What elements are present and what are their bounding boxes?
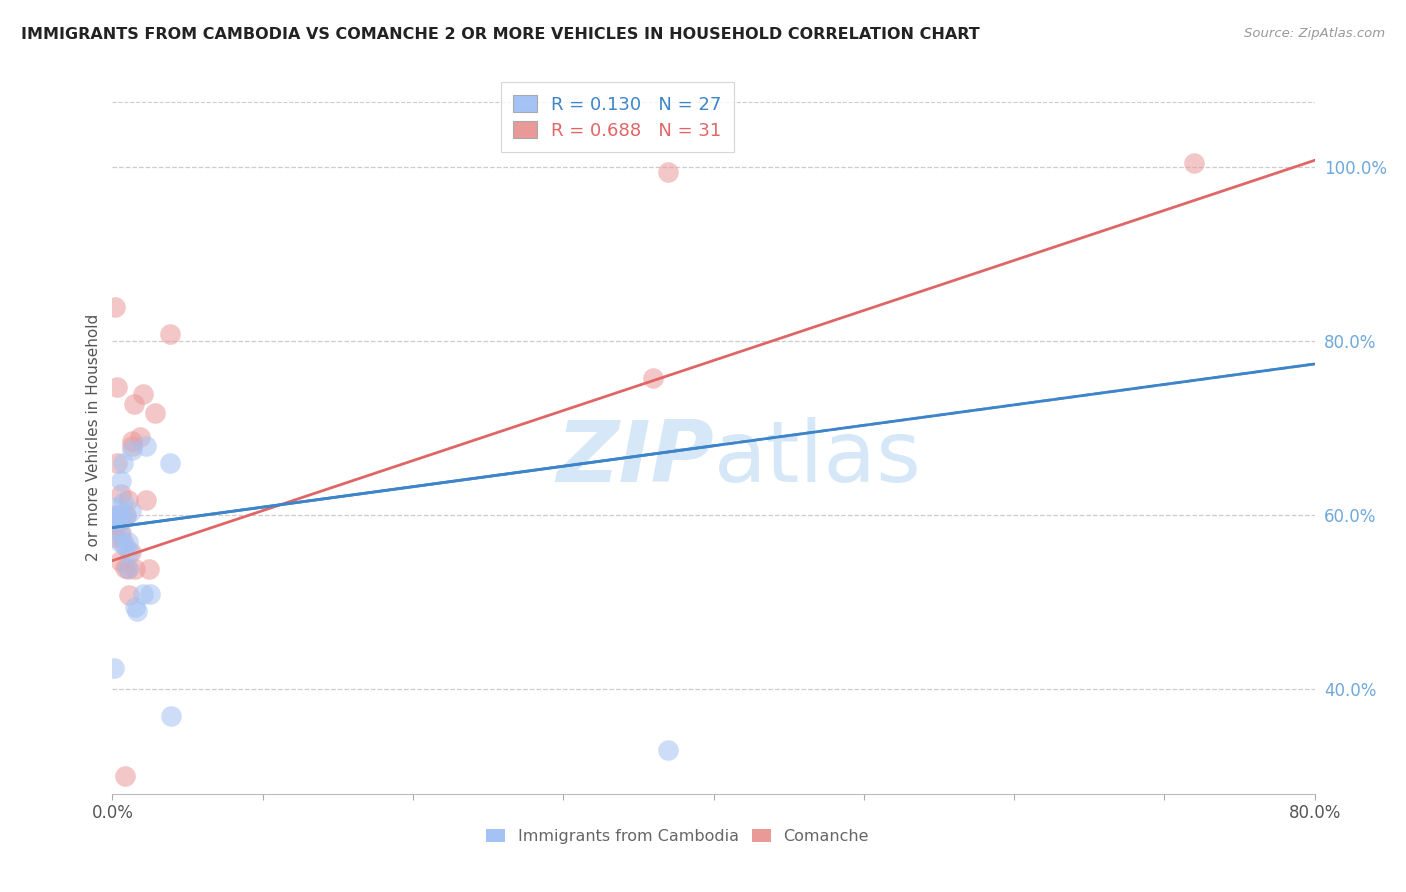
- Point: [118, 589, 141, 603]
- Text: atlas: atlas: [713, 417, 921, 500]
- Point: [111, 495, 134, 509]
- Point: [118, 545, 141, 559]
- Point: [643, 371, 665, 385]
- Point: [139, 587, 162, 601]
- Point: [110, 474, 132, 488]
- Point: [121, 434, 143, 449]
- Point: [117, 492, 139, 507]
- Point: [657, 743, 679, 757]
- Point: [120, 504, 142, 518]
- Point: [108, 554, 131, 568]
- Point: [657, 164, 679, 178]
- Text: Source: ZipAtlas.com: Source: ZipAtlas.com: [1244, 27, 1385, 40]
- Point: [114, 769, 136, 783]
- Point: [110, 486, 132, 500]
- Legend: Immigrants from Cambodia, Comanche: Immigrants from Cambodia, Comanche: [479, 822, 876, 850]
- Point: [131, 587, 153, 601]
- Point: [135, 492, 157, 507]
- Point: [108, 525, 131, 540]
- Point: [125, 604, 148, 618]
- Point: [121, 439, 143, 453]
- Point: [105, 456, 128, 470]
- Point: [110, 513, 132, 527]
- Point: [128, 430, 150, 444]
- Point: [160, 708, 183, 723]
- Point: [111, 456, 134, 470]
- Point: [111, 534, 134, 549]
- Point: [138, 562, 160, 576]
- Point: [105, 510, 128, 524]
- Text: IMMIGRANTS FROM CAMBODIA VS COMANCHE 2 OR MORE VEHICLES IN HOUSEHOLD CORRELATION: IMMIGRANTS FROM CAMBODIA VS COMANCHE 2 O…: [21, 27, 980, 42]
- Point: [131, 386, 153, 401]
- Point: [159, 327, 181, 342]
- Point: [120, 545, 142, 559]
- Point: [124, 562, 146, 576]
- Point: [111, 510, 134, 524]
- Point: [104, 508, 127, 523]
- Point: [114, 539, 136, 553]
- Point: [108, 534, 131, 549]
- Point: [104, 300, 127, 314]
- Point: [143, 406, 166, 420]
- Point: [122, 397, 145, 411]
- Point: [103, 661, 125, 675]
- Point: [104, 513, 127, 527]
- Point: [1184, 156, 1206, 170]
- Point: [117, 562, 139, 576]
- Point: [110, 525, 132, 540]
- Point: [105, 379, 128, 393]
- Y-axis label: 2 or more Vehicles in Household: 2 or more Vehicles in Household: [86, 313, 101, 561]
- Point: [114, 560, 136, 574]
- Text: ZIP: ZIP: [555, 417, 713, 500]
- Point: [105, 500, 128, 514]
- Point: [124, 599, 146, 614]
- Point: [107, 508, 129, 523]
- Point: [117, 534, 139, 549]
- Point: [108, 508, 131, 523]
- Point: [103, 530, 125, 544]
- Point: [121, 443, 143, 458]
- Point: [135, 439, 157, 453]
- Point: [117, 560, 139, 574]
- Point: [115, 510, 138, 524]
- Point: [159, 456, 181, 470]
- Point: [115, 508, 138, 523]
- Point: [107, 517, 129, 532]
